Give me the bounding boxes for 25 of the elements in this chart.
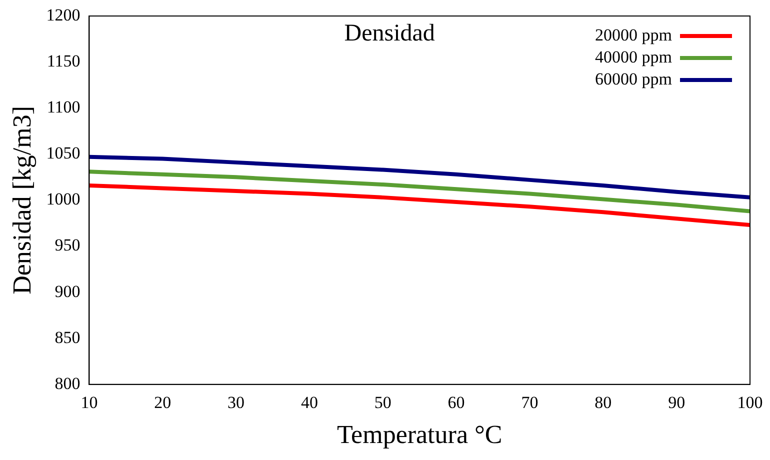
y-tick-label: 1000 — [46, 190, 80, 209]
y-tick-label: 1200 — [46, 5, 80, 24]
x-tick-label: 40 — [300, 393, 318, 412]
x-tick-label: 100 — [737, 393, 763, 412]
y-tick-label: 1050 — [46, 144, 80, 163]
legend-label: 20000 ppm — [595, 25, 672, 44]
y-tick-label: 850 — [54, 328, 80, 347]
y-axis-title: Densidad [kg/m3] — [7, 106, 36, 294]
y-tick-label: 900 — [54, 282, 80, 301]
y-tick-label: 1150 — [46, 52, 80, 71]
y-tick-label: 800 — [54, 374, 80, 393]
chart-title: Densidad — [344, 20, 435, 46]
legend-label: 40000 ppm — [595, 47, 672, 66]
x-tick-label: 70 — [521, 393, 538, 412]
x-tick-label: 50 — [374, 393, 392, 412]
x-tick-label: 10 — [80, 393, 98, 412]
legend-label: 60000 ppm — [595, 69, 672, 88]
x-tick-label: 60 — [448, 393, 465, 412]
x-tick-label: 80 — [594, 393, 612, 412]
x-tick-label: 90 — [668, 393, 686, 412]
y-tick-label: 1100 — [46, 98, 80, 117]
x-tick-label: 30 — [228, 393, 245, 412]
x-tick-label: 20 — [154, 393, 172, 412]
y-tick-label: 950 — [54, 236, 80, 255]
x-axis-title: Temperatura °C — [336, 420, 502, 450]
